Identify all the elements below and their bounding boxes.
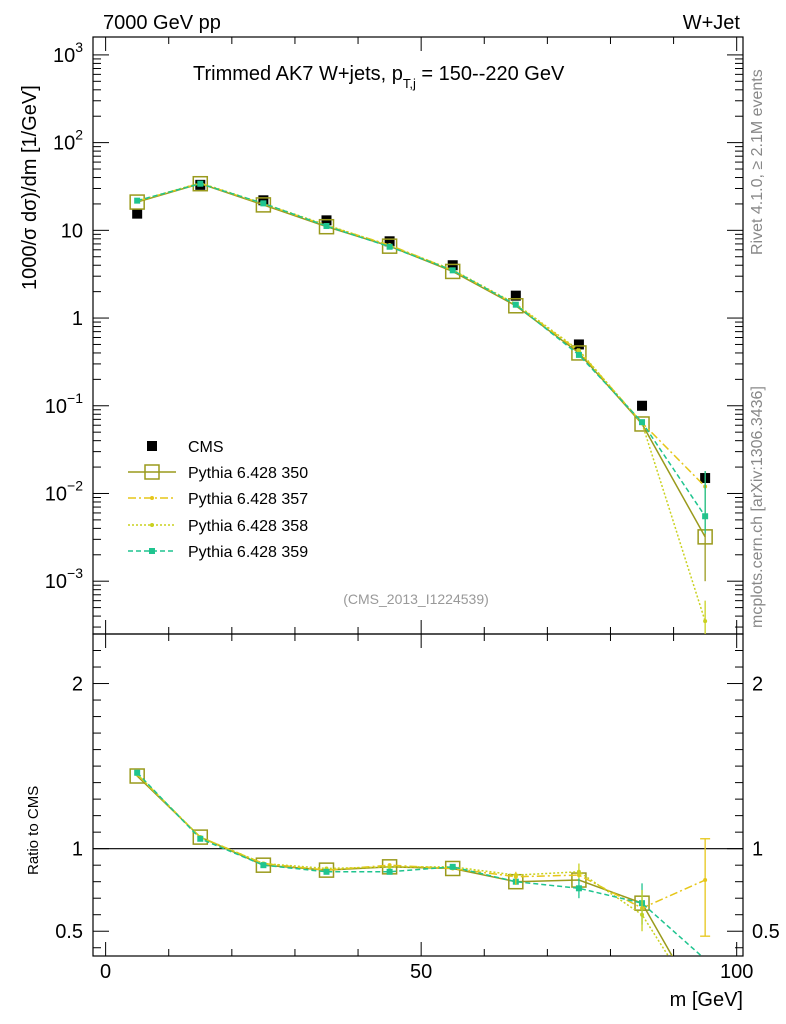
ratio-point-pythia-6-428-359 bbox=[260, 862, 267, 869]
x-tick-label: 50 bbox=[410, 961, 432, 983]
legend-label-350: Pythia 6.428 350 bbox=[188, 465, 308, 482]
cms-data-point bbox=[258, 195, 269, 206]
x-tick-label: 100 bbox=[720, 961, 753, 983]
y-tick-label: 103 bbox=[53, 39, 83, 67]
y-tick-base: 10 bbox=[45, 396, 67, 418]
ratio-point-pythia-6-428-350 bbox=[192, 829, 209, 845]
series-point-pythia-6-428-359 bbox=[323, 223, 330, 230]
series-point-pythia-6-428-359 bbox=[386, 243, 393, 250]
series-point-pythia-6-428-350 bbox=[255, 197, 272, 213]
ratio-line-pythia-6-428-357 bbox=[136, 773, 706, 909]
legend-label-358: Pythia 6.428 358 bbox=[188, 518, 308, 535]
ratio-line-pythia-6-428-359 bbox=[136, 772, 703, 956]
ratio-plot-frame bbox=[92, 633, 744, 957]
ratio-y-tick-label: 0.5 bbox=[55, 921, 83, 943]
chart-title-main: Trimmed AK7 W+jets, p bbox=[193, 63, 403, 85]
series-point-pythia-6-428-350 bbox=[508, 298, 524, 314]
ratio-point-pythia-6-428-358 bbox=[387, 864, 392, 869]
ratio-point-pythia-6-428-359 bbox=[702, 956, 708, 962]
series-point-pythia-6-428-350 bbox=[571, 345, 587, 361]
y-tick-exponent: −2 bbox=[67, 477, 83, 493]
ratio-point-pythia-6-428-359 bbox=[197, 835, 204, 842]
legend-marker-cms bbox=[147, 441, 157, 451]
y-tick-label: 1 bbox=[72, 308, 83, 330]
ratio-point-pythia-6-428-359 bbox=[134, 769, 141, 776]
legend-marker-359 bbox=[149, 548, 155, 554]
series-point-pythia-6-428-350 bbox=[634, 416, 650, 432]
series-point-pythia-6-428-350 bbox=[381, 238, 398, 254]
y-tick-exponent: −3 bbox=[67, 565, 83, 581]
y-tick-base: 10 bbox=[45, 571, 67, 593]
y-tick-exponent: 2 bbox=[75, 127, 83, 143]
legend-marker-358 bbox=[150, 523, 154, 527]
series-line-pythia-6-428-359 bbox=[136, 182, 706, 517]
y-tick-base: 10 bbox=[53, 45, 75, 67]
ratio-point-pythia-6-428-359 bbox=[323, 868, 330, 875]
chart-title-tail: = 150--220 GeV bbox=[416, 63, 565, 85]
ratio-y-tick-label: 2 bbox=[752, 674, 763, 696]
series-point-pythia-6-428-359 bbox=[197, 180, 204, 187]
ratio-point-pythia-6-428-350 bbox=[129, 768, 145, 784]
y-tick-label: 102 bbox=[53, 127, 83, 155]
x-axis-label: m [GeV] bbox=[670, 989, 743, 1011]
cms-data-point bbox=[637, 400, 648, 411]
series-point-pythia-6-428-350 bbox=[129, 194, 145, 210]
series-line-pythia-6-428-350 bbox=[136, 182, 706, 538]
y-axis-label: 1000/σ dσ)/dm [1/GeV] bbox=[19, 85, 41, 290]
series-point-pythia-6-428-359 bbox=[449, 267, 456, 274]
legend-label-cms: CMS bbox=[188, 439, 224, 456]
y-tick-base: 10 bbox=[53, 133, 75, 155]
legend-marker-357 bbox=[150, 496, 154, 500]
ratio-point-pythia-6-428-359 bbox=[386, 868, 393, 875]
analysis-label: (CMS_2013_I1224539) bbox=[343, 591, 489, 607]
ratio-point-pythia-6-428-358 bbox=[703, 1012, 707, 1016]
ratio-y-axis-label: Ratio to CMS bbox=[25, 786, 42, 875]
header-left: 7000 GeV pp bbox=[103, 12, 221, 34]
cms-data-point bbox=[132, 208, 143, 219]
series-point-pythia-6-428-358 bbox=[576, 348, 581, 353]
y-tick-label: 10−3 bbox=[45, 565, 83, 593]
cms-data-point bbox=[384, 236, 395, 247]
cms-data-point bbox=[447, 260, 458, 271]
ratio-point-pythia-6-428-359 bbox=[449, 863, 456, 870]
ratio-line-pythia-6-428-350 bbox=[136, 775, 674, 956]
header-right: W+Jet bbox=[683, 12, 741, 34]
series-point-pythia-6-428-359 bbox=[134, 197, 141, 204]
ratio-point-pythia-6-428-350 bbox=[255, 857, 272, 873]
mcplots-label: mcplots.cern.ch [arXiv:1306.3436] bbox=[749, 386, 766, 628]
ratio-y-tick-label: 2 bbox=[72, 674, 83, 696]
x-tick-label: 0 bbox=[100, 961, 111, 983]
legend-label-357: Pythia 6.428 357 bbox=[188, 491, 308, 508]
y-tick-base: 10 bbox=[45, 483, 67, 505]
y-tick-label: 10 bbox=[61, 220, 83, 242]
cms-data-point bbox=[573, 339, 584, 350]
series-point-pythia-6-428-350 bbox=[192, 175, 209, 192]
cms-data-point bbox=[510, 290, 521, 301]
series-point-pythia-6-428-359 bbox=[639, 419, 646, 426]
y-tick-exponent: 3 bbox=[75, 39, 83, 55]
ratio-y-tick-label: 1 bbox=[72, 839, 83, 861]
y-tick-label: 10−1 bbox=[45, 390, 83, 418]
chart-title-sub: T,j bbox=[403, 76, 416, 91]
series-point-pythia-6-428-359 bbox=[575, 351, 582, 358]
ratio-y-tick-label: 0.5 bbox=[752, 921, 780, 943]
series-point-pythia-6-428-359 bbox=[512, 301, 519, 308]
legend: CMS Pythia 6.428 350 Pythia 6.428 357 Py… bbox=[128, 439, 308, 561]
legend-marker-350 bbox=[144, 464, 160, 480]
series-point-pythia-6-428-359 bbox=[260, 200, 267, 207]
y-tick-exponent: −1 bbox=[67, 390, 83, 406]
ratio-y-tick-label: 1 bbox=[752, 839, 763, 861]
legend-label-359: Pythia 6.428 359 bbox=[188, 544, 308, 561]
rivet-label: Rivet 4.1.0, ≥ 2.1M events bbox=[749, 69, 766, 255]
series-point-pythia-6-428-350 bbox=[444, 263, 461, 280]
chart-title: Trimmed AK7 W+jets, pT,j = 150--220 GeV bbox=[193, 63, 565, 91]
y-tick-label: 10−2 bbox=[45, 477, 83, 505]
